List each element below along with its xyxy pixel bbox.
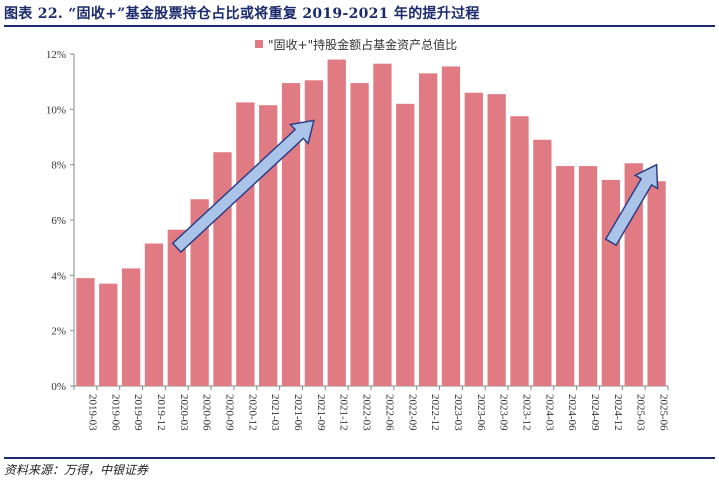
bar xyxy=(396,103,415,387)
bar xyxy=(99,283,118,386)
arrow-layer xyxy=(171,119,659,254)
bar xyxy=(304,80,324,387)
bar xyxy=(556,166,575,386)
x-tick-label: 2022-06 xyxy=(383,394,395,431)
bar xyxy=(647,181,666,386)
y-tick-label: 0% xyxy=(51,381,66,393)
y-tick-label: 4% xyxy=(51,270,66,282)
x-tick-label: 2019-03 xyxy=(86,394,98,431)
bar xyxy=(350,83,369,387)
x-tick-label: 2023-06 xyxy=(475,394,487,431)
trend-arrow xyxy=(604,163,659,247)
legend-swatch xyxy=(255,40,263,48)
x-tick-label: 2023-03 xyxy=(452,394,464,431)
x-tick-label: 2024-03 xyxy=(543,394,555,431)
bar xyxy=(236,102,255,387)
x-tick-label: 2024-06 xyxy=(566,394,578,431)
x-tick-label: 2022-09 xyxy=(406,394,418,431)
x-tick-label: 2024-12 xyxy=(612,394,624,431)
x-tick-label: 2023-09 xyxy=(498,394,510,431)
bar xyxy=(464,92,483,386)
bar xyxy=(213,152,232,386)
bar xyxy=(533,139,552,386)
y-tick-label: 12% xyxy=(46,49,66,61)
x-tick-label: 2019-09 xyxy=(132,394,144,431)
x-tick-label: 2020-06 xyxy=(201,394,213,431)
bar xyxy=(167,229,186,386)
title-rule xyxy=(4,25,715,27)
bar xyxy=(144,243,164,386)
x-tick-label: 2022-12 xyxy=(429,394,441,431)
bar xyxy=(121,268,141,386)
y-tick-label: 6% xyxy=(51,215,66,227)
footer-rule xyxy=(4,457,715,459)
y-tick-label: 8% xyxy=(51,160,66,172)
x-tick-label: 2019-06 xyxy=(109,394,121,431)
x-tick-label: 2021-12 xyxy=(338,394,350,431)
bar xyxy=(441,66,461,386)
x-tick-label: 2022-03 xyxy=(361,394,373,431)
x-tick-label: 2025-03 xyxy=(635,394,647,431)
bar-layer xyxy=(76,59,666,387)
bar xyxy=(578,166,598,386)
bar xyxy=(510,116,529,386)
y-tick-label: 10% xyxy=(46,104,66,116)
legend: "固收+"持股金额占基金资产总值比 xyxy=(255,37,457,52)
x-tick-label: 2020-12 xyxy=(246,394,258,431)
bar xyxy=(259,105,278,386)
x-tick-label: 2021-09 xyxy=(315,394,327,431)
bar xyxy=(327,59,346,387)
x-tick-label: 2020-09 xyxy=(224,394,236,431)
bar xyxy=(281,83,301,387)
bar xyxy=(418,73,438,386)
legend-label: "固收+"持股金额占基金资产总值比 xyxy=(268,37,457,52)
bar xyxy=(76,278,95,386)
x-tick-label: 2019-12 xyxy=(155,394,167,431)
x-tick-label: 2020-03 xyxy=(178,394,190,431)
bar xyxy=(373,63,392,386)
source-note: 资料来源：万得，中银证券 xyxy=(4,463,149,477)
x-tick-label: 2025-06 xyxy=(658,394,670,431)
bar xyxy=(487,94,506,386)
axis-layer: 0% 2% 4% 6% 8% 10% 12% 2019-03 2019-06 2019-09 201… xyxy=(46,49,670,431)
trend-arrow xyxy=(171,119,315,254)
y-tick-label: 2% xyxy=(51,326,66,338)
x-tick-label: 2023-12 xyxy=(521,394,533,431)
x-tick-label: 2024-09 xyxy=(589,394,601,431)
bar xyxy=(190,199,209,386)
x-tick-label: 2021-06 xyxy=(292,394,304,431)
chart-title: 图表 22. “固收+”基金股票持仓占比或将重复 2019-2021 年的提升过… xyxy=(4,6,480,22)
x-tick-label: 2021-03 xyxy=(269,394,281,431)
bar xyxy=(601,179,621,386)
